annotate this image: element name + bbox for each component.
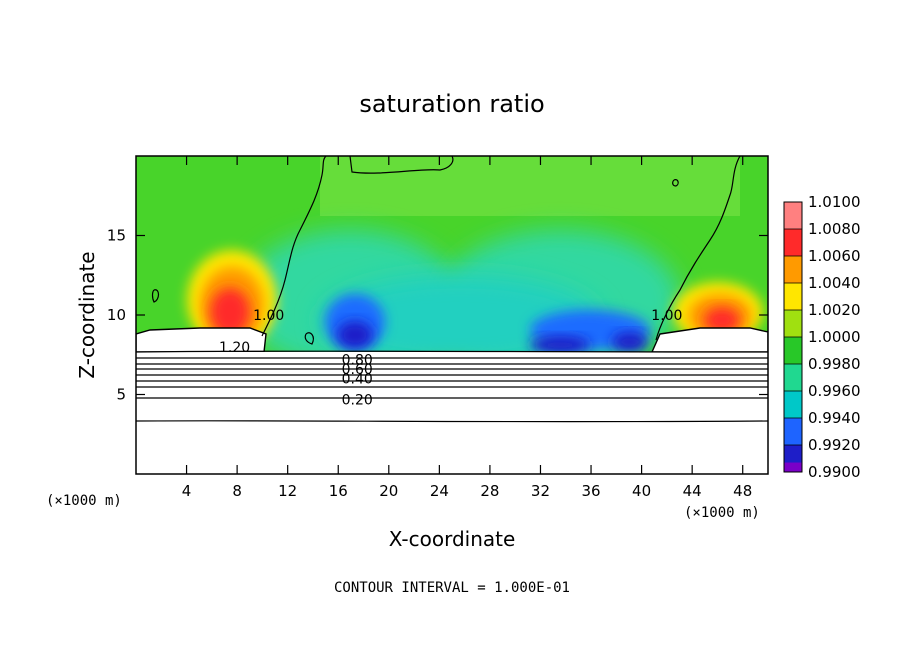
- colorbar-segment: [784, 229, 802, 256]
- x-tick-label: 16: [329, 482, 348, 500]
- x-unit-left: (×1000 m): [46, 493, 122, 509]
- y-tick-label: 5: [116, 386, 126, 404]
- contour-label: 0.20: [342, 392, 373, 408]
- contour-label: 0.60: [342, 362, 373, 378]
- colorbar-label: 1.0080: [808, 220, 861, 238]
- colorbar-label: 0.9900: [808, 463, 861, 481]
- y-tick-label: 10: [107, 306, 126, 324]
- colorbar-segment: [784, 391, 802, 418]
- upper-field: [320, 156, 740, 216]
- contour-label: 0.80: [342, 353, 373, 369]
- blue-region-far-right: [612, 332, 648, 352]
- colorbar-label: 0.9960: [808, 382, 861, 400]
- x-tick-label: 48: [733, 482, 752, 500]
- colorbar-segment: [784, 418, 802, 445]
- colorbar-segment: [784, 364, 802, 391]
- colorbar-segment: [784, 337, 802, 364]
- colorbar-segment: [784, 310, 802, 337]
- warm-region-left-core: [210, 288, 250, 336]
- contour-interval-text: CONTOUR INTERVAL = 1.000E-01: [334, 580, 570, 596]
- colorbar-label: 1.0020: [808, 301, 861, 319]
- x-tick-label: 32: [531, 482, 550, 500]
- contour-level-0.60: [136, 368, 768, 370]
- chart-title: saturation ratio: [359, 90, 544, 118]
- contour-label: 1.00: [253, 308, 284, 324]
- colorbar-label: 1.0100: [808, 193, 861, 211]
- x-axis-ticks: 4 8 12 16 20 24 28 32 36 40 44 48: [182, 156, 752, 500]
- contour-labels: 1.201.00 1.000.800.600.400.20: [219, 308, 682, 408]
- contour-level-0.90: [136, 350, 768, 353]
- colorbar-label: 0.9920: [808, 436, 861, 454]
- contour-lines: [136, 156, 768, 423]
- contour-level-0.30: [136, 386, 768, 388]
- x-axis-label: X-coordinate: [389, 527, 516, 551]
- dry-lower-region: [136, 352, 768, 474]
- contour-level-0.80: [136, 357, 768, 359]
- blue-region-right-core: [530, 336, 590, 354]
- colorbar-label: 1.0060: [808, 247, 861, 265]
- contour-level-0.50: [136, 374, 768, 376]
- contour-isle-1: [151, 289, 160, 303]
- y-axis-ticks: 5 10 15: [107, 227, 768, 404]
- colorbar-label: 1.0000: [808, 328, 861, 346]
- colorbar-segment: [784, 202, 802, 229]
- contour-level-0.10: [136, 420, 768, 423]
- x-tick-label: 40: [632, 482, 651, 500]
- contour-label: 1.20: [219, 340, 250, 356]
- y-axis-label: Z-coordinate: [75, 251, 99, 378]
- plot-area: 1.201.00 1.000.800.600.400.20: [136, 156, 768, 474]
- contour-1.00-right: [655, 156, 741, 341]
- colorbar: 0.9900 0.9920 0.9940 0.9960 0.9980 1.0000 1.00…: [783, 193, 861, 481]
- contour-label: 0.40: [342, 372, 373, 388]
- contour-label: 1.00: [651, 308, 682, 324]
- x-tick-label: 44: [683, 482, 702, 500]
- contour-level-0.40: [136, 380, 768, 382]
- teal-region-center: [320, 275, 600, 365]
- x-tick-label: 20: [379, 482, 398, 500]
- x-tick-label: 24: [430, 482, 449, 500]
- x-tick-label: 4: [182, 482, 192, 500]
- blue-region-left-core: [337, 321, 373, 349]
- y-tick-label: 15: [107, 227, 126, 245]
- contour-isle-3: [672, 179, 679, 187]
- x-tick-label: 28: [480, 482, 499, 500]
- colorbar-label: 1.0040: [808, 274, 861, 292]
- contour-level-0.70: [136, 363, 768, 365]
- x-tick-label: 8: [232, 482, 242, 500]
- colorbar-segment: [784, 283, 802, 310]
- colorbar-segment: [784, 462, 802, 472]
- warm-region-right-core: [704, 307, 740, 333]
- contour-1.00-top: [349, 156, 454, 174]
- contour-1.00-left: [261, 156, 327, 337]
- x-tick-label: 36: [581, 482, 600, 500]
- colorbar-label: 0.9980: [808, 355, 861, 373]
- contour-level-0.20: [136, 397, 768, 399]
- colorbar-segment: [784, 256, 802, 283]
- colorbar-label: 0.9940: [808, 409, 861, 427]
- contour-isle-2: [304, 332, 314, 345]
- x-tick-label: 12: [278, 482, 297, 500]
- x-unit-right: (×1000 m): [684, 505, 760, 521]
